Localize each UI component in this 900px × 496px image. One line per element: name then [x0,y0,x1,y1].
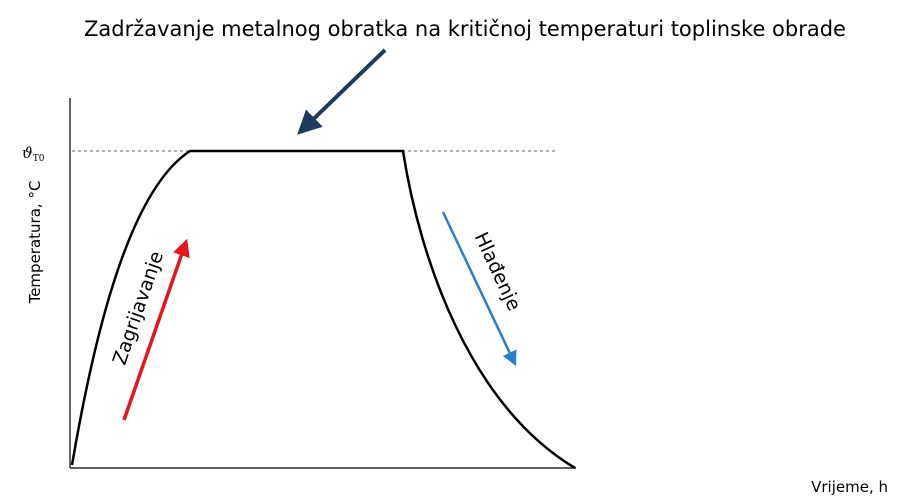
pointer-arrow [297,48,387,135]
title: Zadržavanje metalnog obratka na kritično… [84,17,846,41]
level-subscript: T0 [33,154,45,164]
level-symbol-main: ϑ [22,144,33,162]
cooling-label: Hlađenje [470,229,525,314]
cooling-arrow [441,211,517,367]
heating-label: Zagrijavanje [109,248,168,367]
heating-arrow [122,238,190,421]
y-axis-label: Temperatura, °C [26,181,44,305]
x-axis-label: Vrijeme, h [811,478,888,496]
temperature-curve [70,149,576,470]
level-symbol: ϑT0 [22,144,45,164]
